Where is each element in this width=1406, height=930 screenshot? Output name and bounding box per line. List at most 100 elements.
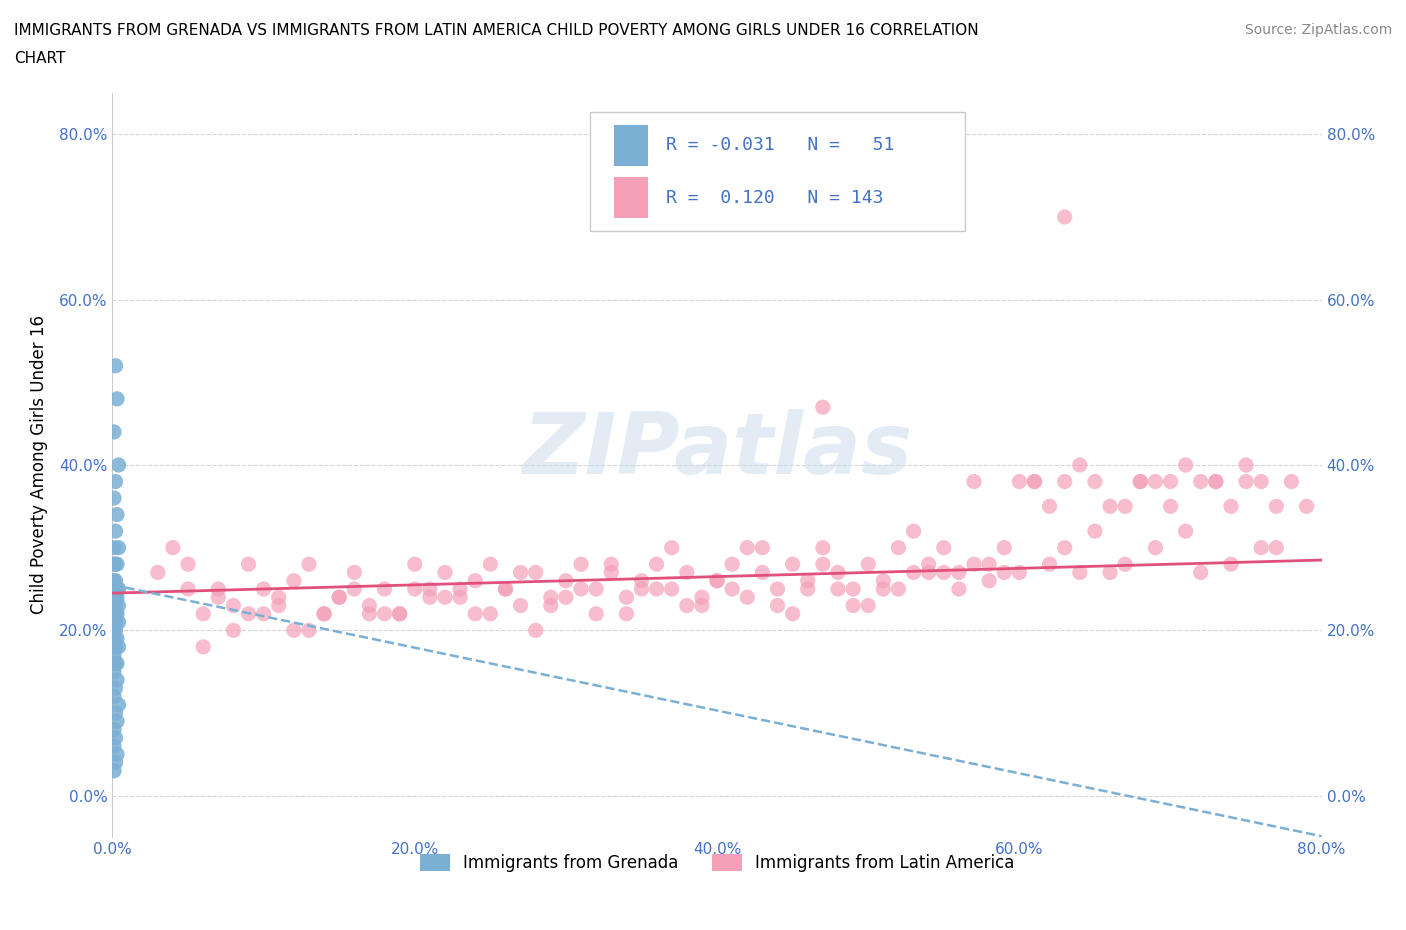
Point (328, 590, 350, 604)
Point (103, 557, 125, 572)
Point (104, 656, 127, 671)
Point (856, 557, 880, 572)
Point (1114, 557, 1136, 572)
Point (283, 573, 305, 588)
Point (811, 557, 834, 572)
Point (1069, 565, 1091, 580)
Point (540, 590, 562, 604)
Point (1234, 458, 1257, 472)
Point (103, 581, 125, 596)
Point (449, 590, 471, 604)
Point (191, 606, 214, 621)
Point (1250, 474, 1272, 489)
Point (1129, 474, 1152, 489)
Point (766, 581, 789, 596)
Point (479, 606, 502, 621)
Point (103, 598, 125, 613)
Point (105, 714, 128, 729)
Point (948, 565, 970, 580)
Point (104, 681, 127, 696)
Point (1038, 557, 1062, 572)
Point (105, 606, 128, 621)
Point (524, 623, 547, 638)
Point (524, 565, 547, 580)
FancyBboxPatch shape (614, 177, 648, 218)
Point (103, 540, 125, 555)
Point (540, 598, 562, 613)
Point (104, 706, 127, 721)
Point (283, 623, 305, 638)
Point (903, 565, 925, 580)
Point (827, 565, 849, 580)
Point (811, 540, 834, 555)
Point (314, 606, 336, 621)
Text: ZIPatlas: ZIPatlas (522, 408, 912, 492)
Point (751, 565, 773, 580)
Point (630, 573, 652, 588)
Point (103, 738, 125, 753)
Point (993, 540, 1015, 555)
Point (675, 565, 697, 580)
Point (103, 606, 125, 621)
Point (104, 623, 127, 638)
Point (177, 581, 200, 596)
Point (207, 590, 229, 604)
Point (1159, 474, 1181, 489)
Point (359, 598, 381, 613)
Point (1069, 458, 1091, 472)
Point (1008, 565, 1031, 580)
Point (630, 581, 652, 596)
Point (1084, 474, 1107, 489)
Point (1053, 209, 1076, 224)
Point (690, 598, 713, 613)
Point (932, 540, 955, 555)
Point (1024, 474, 1046, 489)
Point (177, 557, 200, 572)
Point (963, 474, 986, 489)
Point (146, 565, 169, 580)
Point (104, 730, 127, 745)
Text: R =  0.120   N = 143: R = 0.120 N = 143 (666, 189, 884, 206)
Point (103, 689, 125, 704)
Point (162, 540, 184, 555)
Point (238, 606, 260, 621)
Point (107, 581, 129, 596)
Point (104, 640, 127, 655)
Point (433, 565, 456, 580)
Point (105, 590, 128, 604)
Point (509, 565, 531, 580)
Point (104, 606, 127, 621)
Point (343, 581, 366, 596)
Point (600, 557, 623, 572)
Point (1189, 474, 1212, 489)
Point (105, 507, 128, 522)
Point (554, 573, 576, 588)
Point (1174, 524, 1197, 538)
Point (103, 631, 125, 646)
Point (1205, 474, 1227, 489)
Point (903, 524, 925, 538)
Point (104, 590, 127, 604)
Point (554, 590, 576, 604)
Point (690, 590, 713, 604)
Point (872, 581, 894, 596)
Point (107, 598, 129, 613)
Point (104, 524, 127, 538)
Point (105, 672, 128, 687)
Point (1008, 474, 1031, 489)
Point (495, 581, 517, 596)
Point (1220, 498, 1243, 513)
Point (796, 581, 818, 596)
Point (105, 581, 128, 596)
Point (1205, 474, 1227, 489)
Point (1144, 540, 1167, 555)
Point (1098, 565, 1121, 580)
Point (856, 598, 880, 613)
Point (1250, 540, 1272, 555)
Point (107, 698, 129, 712)
Point (887, 540, 910, 555)
FancyBboxPatch shape (591, 112, 965, 231)
Point (359, 606, 381, 621)
Point (1038, 498, 1062, 513)
Point (105, 631, 128, 646)
